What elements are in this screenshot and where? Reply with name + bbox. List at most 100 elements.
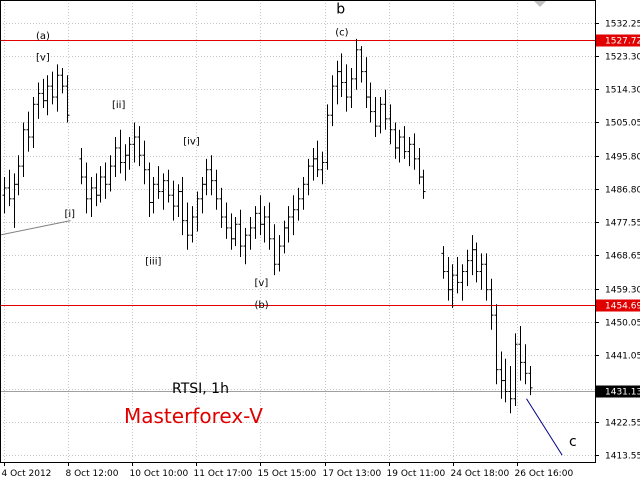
ohlc-bar [393,122,398,159]
ohlc-bar [518,326,523,381]
y-tick-label: 1441.05 [605,352,640,362]
ohlc-bar [31,97,36,148]
ohlc-bar [286,206,291,243]
ohlc-bar [108,155,113,192]
ohlc-bar [2,177,7,214]
ohlc-bar [460,264,465,301]
ohlc-bar [339,53,344,98]
ohlc-bar [253,206,258,239]
y-tick-label: 1495.80 [605,153,640,163]
scroll-arrow-icon[interactable] [534,1,546,7]
ohlc-bar [455,256,460,294]
ohlc-bar [291,195,296,236]
ohlc-bar [195,191,200,232]
x-tick-label: 24 Oct 18:00 [451,469,510,479]
ohlc-bar [301,177,306,210]
ohlc-bar [50,71,55,105]
ohlc-bar [209,155,214,196]
ohlc-bar [156,166,161,199]
ohlc-bar [151,177,156,214]
ohlc-bar [65,75,70,123]
x-tick-label: 4 Oct 2012 [2,469,52,479]
price-bars [2,38,533,414]
ohlc-bar [132,122,137,163]
ohlc-bar [79,147,84,185]
ohlc-bar [354,38,359,90]
ohlc-bar [200,177,205,214]
wave-label: [v] [36,53,50,64]
ohlc-bar [474,242,479,283]
time-axis: 4 Oct 2012 8 Oct 12:00 10 Oct 10:00 11 Oct … [2,462,574,479]
ohlc-bar [272,224,277,276]
ohlc-bar [185,202,190,250]
y-tick-label: 1486.80 [605,186,640,196]
ohlc-bar [503,358,508,403]
ohlc-bar [89,177,94,218]
wave-label: [iv] [183,136,200,147]
level-tag-label: 1454.69 [605,302,640,312]
ohlc-bar [523,344,528,385]
y-tick-label: 1422.55 [605,419,640,429]
ohlc-bar [26,111,31,152]
x-tick-label: 11 Oct 17:00 [194,469,253,479]
ohlc-bar [94,173,99,207]
x-tick-label: 19 Oct 11:00 [387,469,446,479]
ohlc-bar [45,75,50,116]
ohlc-bar [508,366,513,414]
ohlc-bar [450,264,455,308]
y-tick-label: 1523.30 [605,53,640,63]
ohlc-bar [127,137,132,170]
ohlc-bar [330,75,335,127]
ohlc-bar [412,133,417,170]
price-tags: 1527.72 1454.69 1431.13 [596,34,640,398]
ohlc-bar [21,122,26,178]
ohlc-bar [166,169,171,203]
wave-label: [i] [65,209,76,220]
level-lines [0,40,595,392]
ohlc-bar [214,169,219,210]
current-price-tag [596,385,640,398]
ohlc-bar [296,187,301,221]
ohlc-bar [306,158,311,196]
y-tick-label: 1532.25 [605,20,640,30]
current-price-label: 1431.13 [605,388,640,398]
ohlc-bar [224,202,229,239]
ohlc-bar [368,82,373,123]
wave-label: [iii] [145,256,161,267]
ohlc-bar [113,137,118,178]
brand-label: Masterforex-V [124,404,263,428]
ohlc-bar [465,249,470,287]
ohlc-bar [359,46,364,83]
ohlc-bar [528,366,533,396]
ohlc-bar [325,104,330,170]
ohlc-bar [118,129,123,174]
y-tick-label: 1459.30 [605,286,640,296]
ohlc-bar [219,187,224,228]
ohlc-bar [320,151,325,185]
x-tick-label: 26 Oct 16:00 [515,469,574,479]
level-tag-label: 1527.72 [605,37,640,47]
symbol-label: RTSI, 1h [172,381,229,397]
ohlc-bar [7,169,12,207]
wave-label: (a) [36,31,50,42]
ohlc-bar [176,184,181,218]
ohlc-bar [344,64,349,112]
ohlc-bar [243,227,248,265]
plot-frame [0,0,596,463]
ohlc-bar [103,162,108,199]
ohlc-bar [397,129,402,163]
level-tag [596,299,640,312]
ohlc-bar [388,104,393,145]
ohlc-bar [190,206,195,243]
ohlc-bar [267,202,272,250]
ohlc-bar [494,304,499,385]
ohlc-bar [335,60,340,105]
wave-label: (b) [255,300,269,311]
wave-label: [ii] [112,100,125,111]
x-tick-label: 10 Oct 10:00 [130,469,189,479]
ohlc-bar [233,217,238,247]
ohlc-bar [60,67,65,94]
ohlc-bar [378,97,383,134]
ohlc-bar [238,209,243,257]
